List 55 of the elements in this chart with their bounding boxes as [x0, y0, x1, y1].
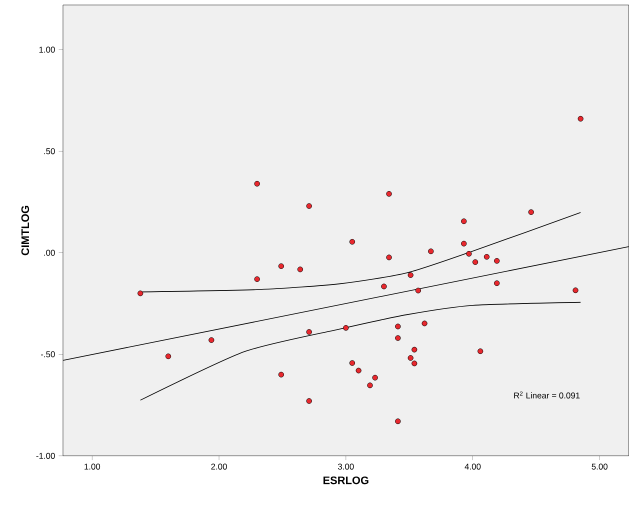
point [428, 248, 434, 254]
point [461, 240, 467, 247]
point [386, 191, 392, 197]
y-tick-label: .00 [44, 250, 55, 256]
point [494, 280, 500, 286]
point [528, 209, 534, 216]
x-tick-label: 4.00 [464, 464, 481, 470]
point [395, 418, 401, 424]
point [572, 288, 578, 294]
point [472, 259, 478, 266]
point [386, 254, 392, 260]
point [461, 218, 467, 224]
point [415, 288, 422, 294]
point [367, 382, 373, 388]
point [412, 346, 418, 353]
point [306, 398, 312, 404]
point [395, 324, 401, 330]
point [138, 290, 144, 296]
point [408, 355, 414, 361]
point [297, 266, 304, 272]
point [278, 263, 284, 270]
point [395, 335, 401, 341]
y-tick-label: -1.00 [36, 452, 55, 459]
x-tick-label: 3.00 [338, 464, 354, 470]
point [306, 329, 312, 335]
point [208, 337, 214, 344]
line-series [140, 302, 581, 401]
point [412, 360, 418, 366]
point [494, 258, 500, 264]
point [165, 354, 172, 360]
point [372, 374, 378, 381]
point [343, 325, 349, 331]
point [478, 348, 484, 354]
x-tick-label: 1.00 [84, 464, 100, 470]
point [306, 203, 312, 209]
y-axis-title: CIMTLOG [21, 206, 30, 256]
y-tick-label: -.50 [41, 351, 55, 358]
point [278, 372, 284, 378]
point [349, 239, 356, 245]
x-tick-label: 5.00 [592, 464, 608, 470]
y-tick-label: .50 [44, 148, 55, 154]
point [408, 272, 414, 278]
x-tick-label: 2.00 [211, 464, 227, 470]
point [349, 360, 356, 366]
point [466, 251, 472, 257]
point [422, 320, 428, 326]
point [484, 254, 490, 260]
point [578, 116, 584, 122]
y-tick-label: 1.00 [39, 46, 55, 53]
x-axis-title: ESRLOG [323, 476, 368, 484]
point [356, 368, 362, 374]
annotation: R$^{2}$ Linear = 0.091 [514, 392, 580, 399]
point [254, 180, 260, 187]
point [254, 276, 260, 282]
point [381, 284, 387, 290]
